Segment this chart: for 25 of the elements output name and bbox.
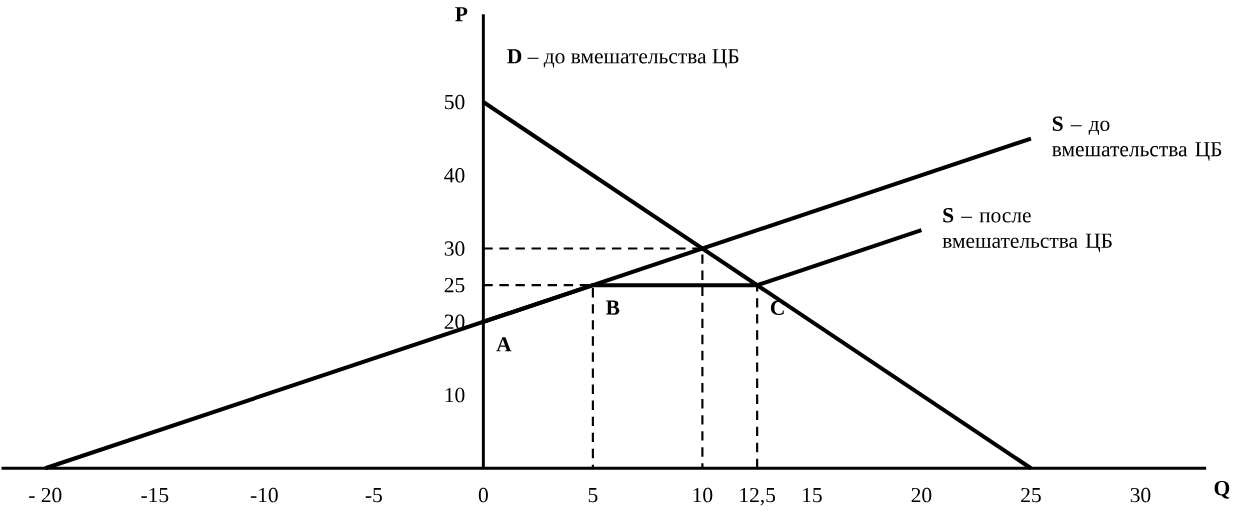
x-tick-label: 15 [803, 487, 822, 503]
x-tick-label: - 20 [29, 487, 62, 503]
y-tick-label: 40 [444, 167, 465, 183]
x-tick-label: -10 [250, 487, 278, 503]
x-tick-label: 25 [1021, 487, 1041, 503]
y-axis-title: P [455, 7, 468, 22]
x-tick-label: 20 [911, 487, 932, 503]
y-tick-label: 10 [445, 387, 465, 403]
x-tick-label: -5 [365, 487, 382, 503]
series-label: S – до вмешательства ЦБ [1052, 116, 1222, 161]
y-tick-label: 50 [445, 94, 465, 110]
x-tick-label: 12,5 [740, 487, 776, 506]
x-tick-label: 5 [588, 487, 598, 503]
x-tick-label: -15 [141, 487, 169, 503]
x-tick-label: 30 [1130, 487, 1151, 503]
y-tick-label: 30 [444, 241, 465, 256]
y-tick-label: 20 [444, 314, 465, 329]
x-tick-label: 10 [693, 487, 713, 503]
annotation: A [496, 337, 512, 352]
series-label: S – после вмешательства ЦБ [942, 208, 1112, 253]
annotation: B [606, 300, 620, 315]
x-axis-title: Q [1214, 480, 1230, 499]
y-tick-label: 25 [444, 277, 465, 293]
x-tick-label: 0 [478, 487, 488, 503]
series-label: D – до вмешательства ЦБ [507, 49, 739, 68]
